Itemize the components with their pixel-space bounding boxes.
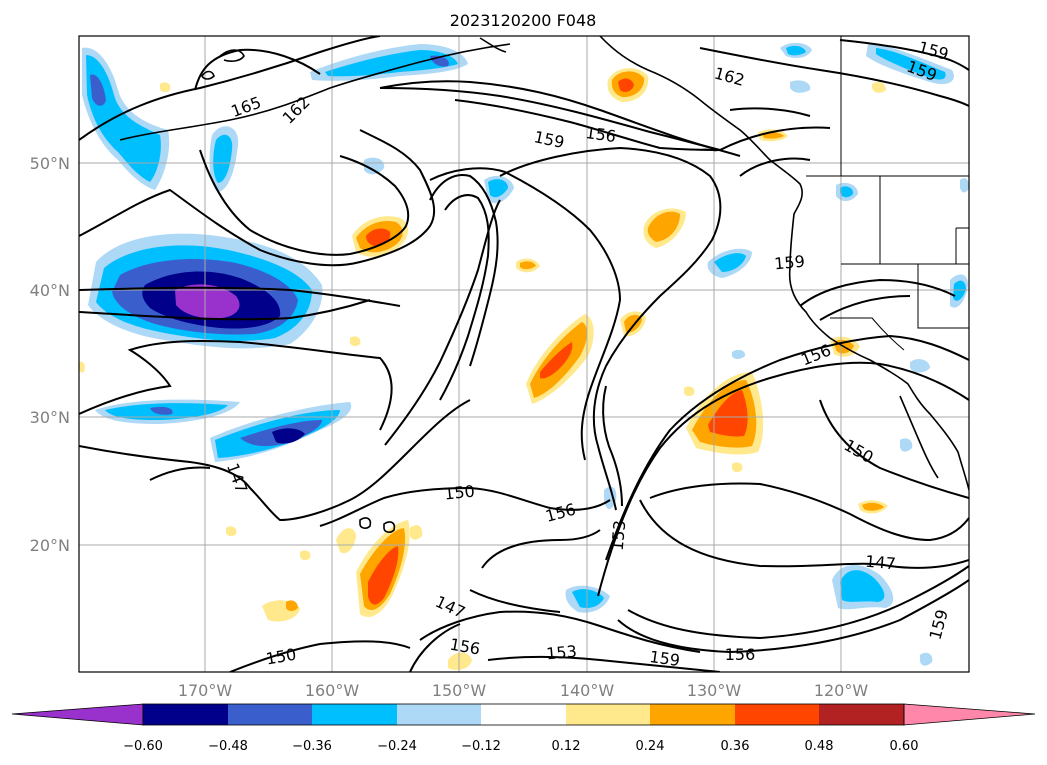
colorbar-tick-label: 0.24: [636, 739, 665, 754]
lon-label-120w: 120°W: [814, 681, 869, 700]
colorbar-tick-label: −0.12: [461, 739, 501, 754]
colorbar-segment: [481, 704, 566, 725]
map-frame: [78, 35, 970, 673]
contour-label: 153: [608, 519, 630, 551]
lat-label-40n: 40°N: [30, 281, 70, 300]
colorbar-tick-label: −0.60: [123, 739, 163, 754]
contour-label: 159: [648, 647, 681, 670]
lat-label-20n: 20°N: [30, 536, 70, 555]
state-borders: [806, 36, 969, 351]
lon-label-170w: 170°W: [178, 681, 233, 700]
colorbar-segment: [735, 704, 819, 725]
colorbar: −0.60 −0.48 −0.36 −0.24 −0.12 0.12 0.24 …: [11, 703, 1036, 754]
colorbar-segment: [312, 704, 397, 725]
map-panel: 165 162 159 156 159 162 159 159 156 150 …: [79, 36, 969, 672]
latitude-labels: 50°N 40°N 30°N 20°N: [30, 154, 70, 555]
colorbar-segment: [566, 704, 650, 725]
positive-shading: [79, 68, 888, 670]
lon-label-150w: 150°W: [432, 681, 487, 700]
colorbar-segment: [819, 704, 904, 725]
longitude-labels: 170°W 160°W 150°W 140°W 130°W 120°W: [178, 681, 869, 700]
colorbar-segment: [143, 704, 228, 725]
colorbar-segment: [650, 704, 735, 725]
colorbar-extend-low: [11, 703, 144, 726]
lon-label-160w: 160°W: [305, 681, 360, 700]
lon-label-140w: 140°W: [560, 681, 615, 700]
figure-title: 2023120200 F048: [450, 11, 597, 30]
height-contours: [79, 36, 969, 672]
colorbar-segment: [397, 704, 481, 725]
colorbar-tick-label: −0.36: [292, 739, 332, 754]
contour-label: 153: [545, 642, 577, 664]
contour-label: 147: [864, 552, 896, 574]
contour-label: 150: [443, 481, 475, 503]
colorbar-tick-label: 0.48: [805, 739, 834, 754]
colorbar-tick-label: 0.36: [721, 739, 750, 754]
lat-label-50n: 50°N: [30, 154, 70, 173]
colorbar-tick-label: 0.60: [890, 739, 919, 754]
contour-label: 159: [773, 252, 805, 274]
colorbar-extend-high: [903, 703, 1036, 726]
colorbar-tick-label: −0.48: [208, 739, 248, 754]
colorbar-tick-label: −0.24: [377, 739, 417, 754]
colorbar-tick-label: 0.12: [552, 739, 581, 754]
lon-label-130w: 130°W: [687, 681, 742, 700]
contour-label: 156: [725, 645, 756, 664]
graticule: [79, 36, 969, 672]
lat-label-30n: 30°N: [30, 408, 70, 427]
colorbar-segment: [228, 704, 312, 725]
contour-label: 156: [584, 123, 617, 146]
